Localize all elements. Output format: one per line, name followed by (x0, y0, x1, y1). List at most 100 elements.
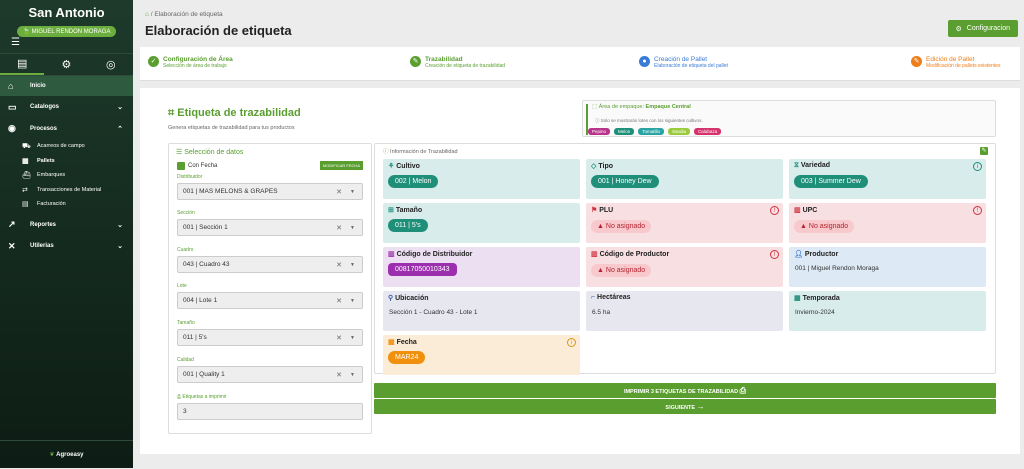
barcode-icon: ▥ (794, 207, 801, 214)
lote-select[interactable]: 004 | Lote 1 ✕ ▼ (177, 292, 363, 309)
sidebar-subitem-acarreos[interactable]: ⛟ Acarreos de campo (22, 142, 85, 150)
clear-icon[interactable]: ✕ (336, 371, 342, 379)
codigo-distribuidor-value: 00817050010343 (388, 263, 457, 276)
pencil-icon: ✎ (911, 56, 922, 67)
calidad-select[interactable]: 001 | Quality 1 ✕ ▼ (177, 366, 363, 383)
productor-value: 001 | Miguel Rendon Moraga (795, 265, 879, 272)
hectareas-card: ⌐ Hectáreas 6.5 ha (586, 291, 783, 331)
sidebar-subitem-transacciones[interactable]: ⇄ Transacciones de Material (22, 186, 102, 194)
upc-card: ▥ UPC! ▲ No asignado (789, 203, 986, 243)
qty-input[interactable]: 3 (177, 403, 363, 420)
clear-icon[interactable]: ✕ (336, 224, 342, 232)
tipo-card: ◇ Tipo 001 | Honey Dew (586, 159, 783, 199)
flag-icon: ⚑ (591, 207, 598, 214)
sidebar-item-reportes[interactable]: ↗ Reportes ⌄ (8, 219, 123, 229)
gear-icon: ◉ (8, 123, 16, 133)
field-label: Distribuidor (177, 174, 203, 180)
tamano-select[interactable]: 011 | 5's ✕ ▼ (177, 329, 363, 346)
chevron-down-icon: ⌄ (117, 104, 123, 111)
tab-settings-icon[interactable]: ⚙ (61, 59, 72, 71)
chevron-down-icon[interactable]: ▼ (350, 224, 355, 231)
modify-date-button[interactable]: MODIFICAR FECHA (319, 161, 363, 170)
print-button[interactable]: IMPRIMIR 3 ETIQUETAS DE TRAZABILIDAD ⎙ (374, 383, 996, 398)
crop-chip: Tomatillo (638, 128, 665, 135)
crop-chip: Sandia (668, 128, 691, 135)
seccion-field: Sección 001 | Sección 1 ✕ ▼ (177, 210, 363, 236)
seccion-select[interactable]: 001 | Sección 1 ✕ ▼ (177, 219, 363, 236)
clear-icon[interactable]: ✕ (336, 261, 342, 269)
sidebar-subitem-facturacion[interactable]: ▤ Facturación (22, 201, 66, 209)
chevron-down-icon[interactable]: ▼ (350, 297, 355, 304)
chevron-down-icon[interactable]: ▼ (350, 261, 355, 268)
next-button[interactable]: SIGUIENTE → (374, 399, 996, 414)
distribuidor-select[interactable]: 001 | MAS MELONS & GRAPES ✕ ▼ (177, 183, 363, 200)
main-content: ⌂ / Elaboración de etiqueta Elaboración … (138, 0, 1024, 468)
pencil-icon: ✎ (410, 56, 421, 67)
cuadro-select[interactable]: 043 | Cuadro 43 ✕ ▼ (177, 256, 363, 273)
calendar-icon: ▦ (794, 295, 801, 302)
sidebar-subitem-embarques[interactable]: ⛴ Embarques (22, 172, 66, 180)
fecha-value: MAR24 (388, 351, 426, 364)
alert-icon[interactable]: ! (770, 250, 779, 259)
info-icon[interactable]: i (567, 338, 576, 347)
config-button[interactable]: ⚙ Configuracion (947, 20, 1018, 37)
tools-icon: ✕ (8, 240, 16, 251)
calendar-icon: ▦ (388, 339, 395, 346)
tab-modules-icon[interactable]: ▤ (0, 54, 45, 75)
clear-icon[interactable]: ✕ (336, 188, 342, 196)
calidad-field: Calidad 001 | Quality 1 ✕ ▼ (177, 357, 363, 383)
sidebar-item-inicio[interactable]: ⌂ Inicio (0, 76, 133, 96)
step-edicion-pallet[interactable]: ✎ Edición de Pallet Modificación de pallet… (911, 56, 1001, 69)
tab-profile-icon[interactable]: ◎ (106, 59, 116, 71)
alert-icon[interactable]: ! (973, 206, 982, 215)
sidebar-item-procesos[interactable]: ◉ Procesos ⌃ (8, 123, 123, 133)
plant-icon: ⚘ (388, 163, 395, 170)
chevron-down-icon[interactable]: ▼ (350, 371, 355, 378)
qty-field: ⎙ Etiquetas a imprimir 3 (177, 394, 363, 420)
ship-icon: ⛴ (22, 172, 31, 180)
sidebar-item-utilerias[interactable]: ✕ Utilerias ⌄ (8, 240, 123, 251)
sidebar-brand: San Antonio 🍃 MIGUEL RENDON MORAGA ☰ (0, 0, 133, 54)
step-configuracion[interactable]: ✓ Configuración de Área Selección de área … (148, 56, 233, 69)
dna-icon: ⧖ (794, 162, 799, 169)
variedad-value: 003 | Summer Dew (794, 175, 868, 188)
productor-card: 👤︎ Productor 001 | Miguel Rendon Moraga (789, 247, 986, 287)
tamano-card: ⊞ Tamaño 011 | 5's (383, 203, 580, 243)
clear-icon[interactable]: ✕ (336, 297, 342, 305)
pin-icon: ⚲ (388, 295, 394, 302)
area-icon: ⌐ (591, 294, 596, 301)
chevron-down-icon[interactable]: ▼ (350, 188, 355, 195)
crop-chip: Pepino (588, 128, 611, 135)
plu-value: ▲ No asignado (591, 220, 652, 233)
chevron-up-icon: ⌃ (117, 125, 123, 133)
cultivo-value: 002 | Melon (388, 175, 439, 188)
chevron-down-icon[interactable]: ▼ (350, 334, 355, 341)
variedad-card: ⧖ Variedad i 003 | Summer Dew (789, 159, 986, 199)
menu-icon[interactable]: ☰ (11, 37, 20, 48)
invoice-icon: ▤ (22, 201, 29, 209)
sidebar-item-catalogos[interactable]: ▭ Catalogos ⌄ (8, 101, 123, 112)
edit-icon[interactable]: ✎ (980, 147, 988, 155)
cuadro-field: Cuadro 043 | Cuadro 43 ✕ ▼ (177, 247, 363, 273)
hectareas-value: 6.5 ha (592, 309, 611, 316)
crop-chip: Calabaza (694, 128, 722, 135)
temporada-value: Invierno-2024 (795, 309, 835, 316)
selection-panel: ☰ Selección de datos Con Fecha MODIFICAR… (168, 143, 372, 434)
step-creacion-pallet[interactable]: ● Creación de Pallet Elaboración de etique… (639, 56, 728, 69)
sidebar: San Antonio 🍃 MIGUEL RENDON MORAGA ☰ ▤ ⚙… (0, 0, 133, 468)
user-badge[interactable]: 🍃 MIGUEL RENDON MORAGA (16, 26, 117, 37)
selection-title: ☰ Selección de datos (176, 149, 244, 156)
home-icon[interactable]: ⌂ (145, 11, 149, 18)
info-title: ⓘ Información de Trazabilidad (383, 149, 458, 155)
info-icon[interactable]: i (973, 162, 982, 171)
area-panel: ⬚ Área de empaque: Empaque Central ⓘ Sol… (582, 100, 996, 137)
field-label: Sección (177, 210, 195, 216)
alert-icon[interactable]: ! (770, 206, 779, 215)
sidebar-subitem-pallets[interactable]: ▦ Pallets (22, 157, 55, 165)
step-trazabilidad[interactable]: ✎ Trazabilidad Creación de etiqueta de tra… (410, 56, 505, 69)
con-fecha-checkbox[interactable]: Con Fecha (177, 162, 217, 170)
clear-icon[interactable]: ✕ (336, 334, 342, 342)
info-panel: ⓘ Información de Trazabilidad ✎ ⚘ Cultiv… (374, 143, 996, 375)
qr-icon: ⌗ (168, 107, 175, 119)
gear-icon: ⚙ (955, 25, 962, 33)
